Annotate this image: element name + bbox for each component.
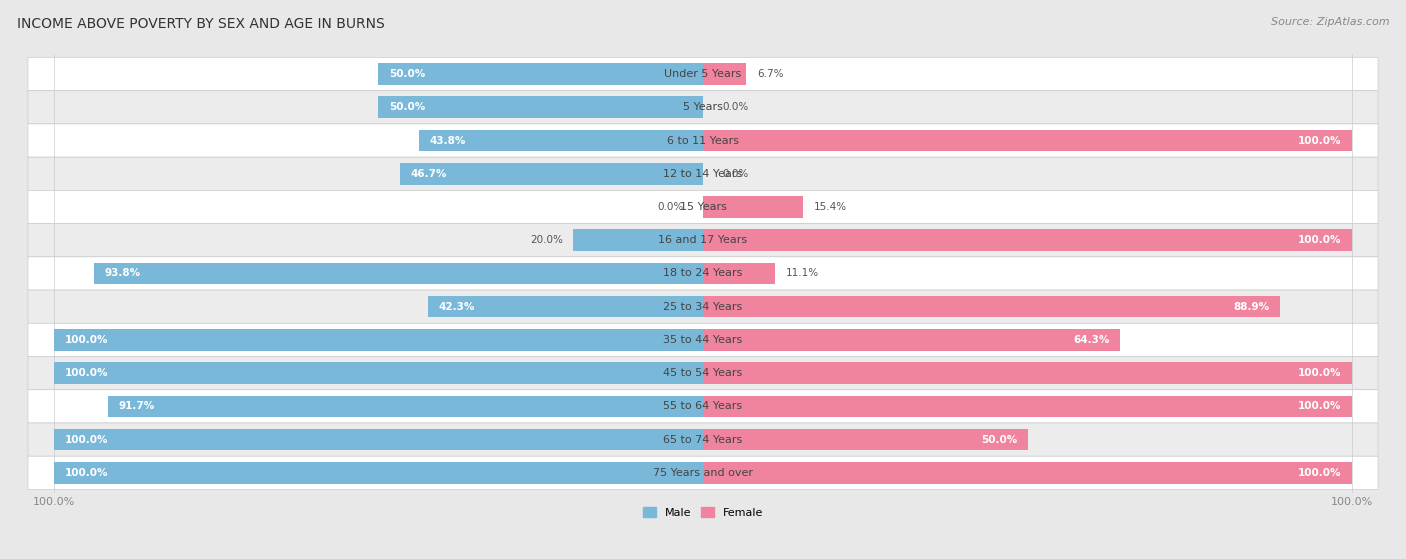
Text: Under 5 Years: Under 5 Years [665,69,741,79]
FancyBboxPatch shape [28,91,1378,124]
FancyBboxPatch shape [28,423,1378,456]
Bar [703,429,1028,451]
FancyBboxPatch shape [28,456,1378,490]
Text: 100.0%: 100.0% [65,434,108,444]
Bar [703,196,803,218]
Text: 0.0%: 0.0% [723,169,749,179]
Bar [53,362,703,384]
FancyBboxPatch shape [28,390,1378,423]
Text: 6.7%: 6.7% [756,69,783,79]
Bar [703,296,1279,318]
FancyBboxPatch shape [28,323,1378,357]
Bar [703,462,1353,484]
Text: 12 to 14 Years: 12 to 14 Years [664,169,742,179]
Text: 46.7%: 46.7% [411,169,447,179]
Text: 64.3%: 64.3% [1074,335,1109,345]
Text: 18 to 24 Years: 18 to 24 Years [664,268,742,278]
Text: 35 to 44 Years: 35 to 44 Years [664,335,742,345]
Text: 5 Years: 5 Years [683,102,723,112]
FancyBboxPatch shape [28,257,1378,290]
FancyBboxPatch shape [28,357,1378,390]
Text: 50.0%: 50.0% [389,69,425,79]
Text: 100.0%: 100.0% [1298,401,1341,411]
Text: 11.1%: 11.1% [786,268,818,278]
Text: 16 and 17 Years: 16 and 17 Years [658,235,748,245]
Text: 65 to 74 Years: 65 to 74 Years [664,434,742,444]
Text: 45 to 54 Years: 45 to 54 Years [664,368,742,378]
Bar [703,396,1353,417]
Text: 75 Years and over: 75 Years and over [652,468,754,478]
Bar [703,130,1353,151]
Text: 100.0%: 100.0% [65,468,108,478]
Text: 100.0%: 100.0% [1298,235,1341,245]
Bar [419,130,703,151]
FancyBboxPatch shape [28,290,1378,323]
Bar [703,63,747,85]
Text: 20.0%: 20.0% [530,235,562,245]
Bar [53,329,703,350]
Text: 15 Years: 15 Years [679,202,727,212]
Bar [378,63,703,85]
Text: 43.8%: 43.8% [429,135,465,145]
Text: 0.0%: 0.0% [723,102,749,112]
Bar [108,396,703,417]
FancyBboxPatch shape [28,58,1378,91]
Text: 93.8%: 93.8% [104,268,141,278]
Bar [399,163,703,184]
Bar [703,229,1353,251]
Text: Source: ZipAtlas.com: Source: ZipAtlas.com [1271,17,1389,27]
Text: 100.0%: 100.0% [1298,368,1341,378]
Text: 0.0%: 0.0% [657,202,683,212]
Text: 100.0%: 100.0% [1298,468,1341,478]
Text: 91.7%: 91.7% [118,401,155,411]
FancyBboxPatch shape [28,124,1378,157]
Bar [53,462,703,484]
Text: 100.0%: 100.0% [65,335,108,345]
Bar [703,362,1353,384]
Bar [53,429,703,451]
Legend: Male, Female: Male, Female [638,503,768,522]
Text: 15.4%: 15.4% [813,202,846,212]
Text: 50.0%: 50.0% [389,102,425,112]
FancyBboxPatch shape [28,191,1378,224]
Bar [574,229,703,251]
Text: INCOME ABOVE POVERTY BY SEX AND AGE IN BURNS: INCOME ABOVE POVERTY BY SEX AND AGE IN B… [17,17,385,31]
Text: 50.0%: 50.0% [981,434,1017,444]
Text: 42.3%: 42.3% [439,302,475,312]
Text: 100.0%: 100.0% [1298,135,1341,145]
Bar [703,263,775,284]
Text: 55 to 64 Years: 55 to 64 Years [664,401,742,411]
Text: 25 to 34 Years: 25 to 34 Years [664,302,742,312]
FancyBboxPatch shape [28,224,1378,257]
Bar [703,329,1121,350]
Bar [94,263,703,284]
Bar [429,296,703,318]
Bar [378,97,703,118]
Text: 88.9%: 88.9% [1233,302,1270,312]
Text: 100.0%: 100.0% [65,368,108,378]
FancyBboxPatch shape [28,157,1378,191]
Text: 6 to 11 Years: 6 to 11 Years [666,135,740,145]
